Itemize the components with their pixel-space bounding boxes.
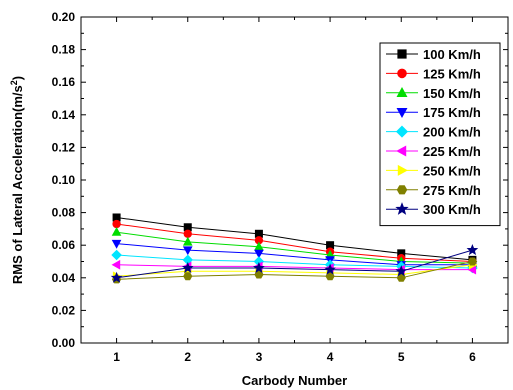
data-point — [182, 236, 193, 246]
y-tick-label: 0.08 — [52, 206, 76, 220]
legend-label: 125 Km/h — [423, 66, 481, 81]
y-axis-label-superscript: 2 — [9, 80, 19, 85]
series-line — [116, 264, 473, 271]
y-tick-label: 0.20 — [52, 10, 76, 24]
legend-label: 200 Km/h — [423, 125, 481, 140]
legend-item: 250 Km/h — [386, 163, 481, 178]
series-3 — [111, 226, 478, 267]
y-tick-label: 0.14 — [52, 108, 76, 122]
x-tick-label: 4 — [327, 350, 334, 364]
data-point — [111, 226, 122, 236]
data-point — [324, 263, 336, 275]
series-9 — [110, 244, 479, 283]
y-axis-label-end: ) — [10, 76, 25, 80]
x-axis-label: Carbody Number — [242, 373, 347, 388]
data-point — [253, 261, 265, 274]
legend-label: 150 Km/h — [423, 86, 481, 101]
legend-label: 250 Km/h — [423, 163, 481, 178]
y-tick-label: 0.18 — [52, 43, 76, 57]
legend-item: 150 Km/h — [386, 86, 481, 101]
data-point — [111, 249, 122, 261]
x-axis: 1 2 3 4 5 6 — [113, 17, 476, 364]
legend-marker — [395, 125, 409, 138]
y-axis-label-main: RMS of Lateral Acceleration(m/s — [10, 85, 25, 284]
x-tick-label: 3 — [256, 350, 263, 364]
legend-item: 125 Km/h — [386, 66, 481, 81]
data-point — [111, 239, 122, 249]
x-tick-label: 2 — [184, 350, 191, 364]
data-point — [111, 259, 121, 270]
series-line — [116, 261, 473, 280]
data-point — [181, 261, 194, 274]
data-point — [182, 246, 193, 256]
legend-marker — [397, 164, 408, 176]
legend-label: 225 Km/h — [423, 144, 481, 159]
data-point — [110, 271, 123, 283]
legend-marker — [396, 108, 408, 119]
y-tick-label: 0.12 — [52, 140, 76, 154]
series-layer — [110, 213, 479, 284]
series-line — [116, 264, 473, 277]
data-point — [183, 272, 193, 281]
legend-item: 275 Km/h — [386, 183, 481, 198]
series-line — [116, 243, 473, 266]
legend-label: 175 Km/h — [423, 105, 481, 120]
legend-item: 100 Km/h — [386, 47, 481, 62]
series-line — [116, 254, 473, 269]
series-line — [116, 223, 473, 262]
legend-label: 100 Km/h — [423, 47, 481, 62]
y-tick-label: 0.02 — [52, 303, 76, 317]
x-tick-label: 1 — [113, 350, 120, 364]
y-axis-label: RMS of Lateral Acceleration(m/s2) — [9, 76, 25, 284]
y-axis: 0.00 0.02 0.04 0.06 0.08 0.10 0.12 0.14 0.16 0.18… — [52, 10, 508, 350]
legend-label: 300 Km/h — [423, 202, 481, 217]
legend-marker — [397, 68, 407, 79]
legend: 100 Km/h 125 Km/h 150 Km/h 175 Km/h 200 Km/h… — [379, 42, 501, 227]
series-line — [116, 217, 473, 261]
legend-marker — [396, 145, 407, 157]
legend-marker — [397, 49, 407, 59]
y-tick-label: 0.04 — [52, 271, 76, 285]
data-point — [254, 249, 264, 259]
legend-item: 175 Km/h — [386, 105, 481, 120]
series-line — [116, 249, 473, 279]
data-point — [467, 257, 478, 266]
data-point — [395, 265, 408, 277]
legend-item: 225 Km/h — [386, 144, 481, 159]
data-point — [112, 219, 121, 229]
y-tick-label: 0.10 — [52, 173, 76, 187]
y-tick-label: 0.06 — [52, 238, 76, 252]
data-point — [183, 229, 192, 238]
legend-item: 200 Km/h — [386, 125, 481, 140]
y-tick-label: 0.16 — [52, 75, 76, 89]
series-line — [116, 231, 473, 264]
legend-marker — [396, 86, 408, 97]
legend-marker — [396, 185, 408, 195]
series-8 — [111, 257, 478, 284]
y-tick-label: 0.00 — [52, 336, 76, 350]
legend-marker — [395, 202, 409, 215]
x-tick-label: 5 — [398, 350, 405, 364]
legend-item: 300 Km/h — [386, 202, 481, 217]
data-point — [466, 244, 479, 256]
x-tick-label: 6 — [469, 350, 476, 364]
legend-label: 275 Km/h — [423, 183, 481, 198]
